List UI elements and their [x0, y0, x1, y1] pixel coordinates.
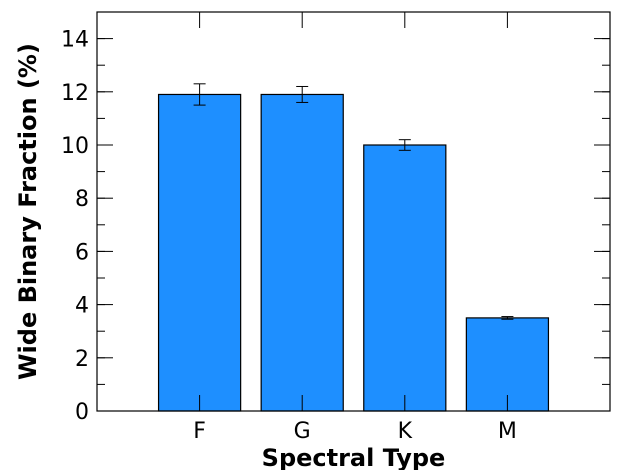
y-tick-label: 10 — [61, 134, 89, 159]
y-tick-label: 14 — [61, 28, 89, 53]
bars-layer — [157, 93, 550, 412]
y-tick-label: 8 — [75, 187, 89, 212]
error-bar-f — [193, 83, 206, 106]
error-bars-layer — [193, 83, 514, 320]
bar-g — [260, 93, 344, 412]
y-tick-label: 6 — [75, 240, 89, 265]
x-tick-label-f: F — [193, 419, 206, 444]
y-axis-title: Wide Binary Fraction (%) — [14, 43, 42, 380]
error-bar-k — [398, 139, 411, 151]
tick-labels-layer: F G K M 0 2 4 6 8 10 12 14 — [61, 28, 517, 444]
y-tick-label: 12 — [61, 81, 89, 106]
bar-f — [157, 93, 242, 412]
bar-k — [363, 144, 447, 412]
error-bar-m — [501, 316, 514, 320]
y-tick-label: 4 — [75, 294, 89, 319]
x-axis-title: Spectral Type — [262, 444, 446, 470]
x-tick-label-g: G — [294, 419, 311, 444]
y-tick-label: 2 — [75, 347, 89, 372]
y-tick-label: 0 — [75, 400, 89, 425]
x-tick-label-k: K — [398, 419, 413, 444]
plot-frame — [96, 11, 611, 412]
x-tick-label-m: M — [498, 419, 517, 444]
error-bar-g — [296, 85, 309, 103]
